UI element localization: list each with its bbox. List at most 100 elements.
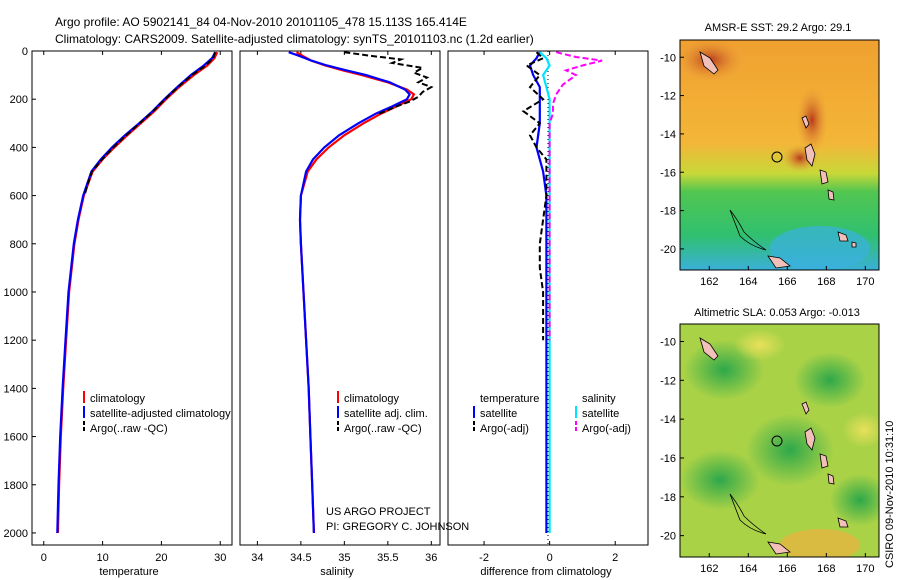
salinity-legend: climatology satellite adj. clim. Argo(..… — [337, 391, 428, 435]
x-tick-label: 34.5 — [290, 552, 311, 564]
x-tick-label: 2 — [612, 552, 618, 564]
header-line-1: Argo profile: AO 5902141_84 04-Nov-2010 … — [55, 15, 467, 29]
argo-location-marker — [771, 151, 783, 163]
latitude-tick-label: -20 — [660, 531, 676, 543]
legend-label-sal-satellite: satellite — [582, 408, 619, 420]
latitude-tick-label: -14 — [660, 129, 676, 141]
x-tick-label: 34 — [251, 552, 263, 564]
y-tick-label: 1200 — [4, 335, 28, 347]
sla-latitude-axis: -10 -12 -14 -16 -18 -20 — [660, 336, 684, 543]
y-tick-label: 800 — [10, 239, 28, 251]
longitude-tick-label: 168 — [817, 276, 835, 288]
series-line-salinity-satellite — [539, 51, 551, 533]
y-tick-label: 0 — [22, 46, 28, 58]
longitude-tick-label: 162 — [700, 276, 718, 288]
x-tick-label: 35 — [338, 552, 350, 564]
difference-legend: temperature salinity satellite Argo(-adj… — [473, 393, 631, 435]
salinity-xlabel: salinity — [320, 566, 354, 578]
series-line-salinity-argo-adj- — [548, 51, 603, 341]
difference-axes-box — [447, 50, 649, 546]
longitude-tick-label: 170 — [856, 563, 874, 575]
sla-patch — [780, 529, 860, 557]
sla-patch — [794, 352, 866, 408]
island-outlines — [699, 337, 849, 555]
salinity-x-axis: 34 34.5 35 35.5 36 — [251, 51, 437, 564]
salinity-series — [288, 51, 434, 534]
latitude-tick-label: -18 — [660, 206, 676, 218]
y-tick-label: 2000 — [4, 528, 28, 540]
longitude-tick-label: 168 — [817, 563, 835, 575]
sla-patch — [734, 329, 786, 361]
pi-label: PI: GREGORY C. JOHNSON — [326, 521, 469, 533]
series-line-satellite-adjusted-climatology — [56, 51, 217, 534]
temperature-x-axis: 0 10 20 30 — [41, 51, 226, 564]
series-line-satellite-adj-clim- — [288, 51, 411, 534]
difference-x-axis: -2 0 2 — [479, 51, 618, 564]
project-label: US ARGO PROJECT — [326, 506, 431, 518]
latitude-tick-label: -10 — [660, 52, 676, 64]
legend-title-salinity: salinity — [582, 393, 616, 405]
y-tick-label: 600 — [10, 191, 28, 203]
temperature-legend: climatology satellite-adjusted climatolo… — [83, 391, 231, 435]
credit-label: CSIRO 09-Nov-2010 10:31:10 — [884, 421, 896, 568]
legend-title-temperature: temperature — [480, 393, 539, 405]
latitude-tick-label: -12 — [660, 91, 676, 103]
salinity-panel: 34 34.5 35 35.5 36 salinity climatology sate… — [239, 50, 469, 578]
temperature-xlabel: temperature — [99, 566, 158, 578]
sla-map-frame — [679, 323, 880, 558]
y-tick-label: 200 — [10, 94, 28, 106]
sla-patch — [680, 450, 760, 510]
legend-label-temp-satellite: satellite — [480, 408, 517, 420]
legend-label-sal-argo: Argo(-adj) — [582, 423, 631, 435]
latitude-tick-label: -20 — [660, 244, 676, 256]
sla-patch — [842, 412, 879, 448]
sla-map-title: Altimetric SLA: 0.053 Argo: -0.013 — [694, 307, 860, 319]
longitude-tick-label: 164 — [739, 276, 757, 288]
argo-location-marker — [771, 435, 783, 447]
latitude-tick-label: -12 — [660, 375, 676, 387]
y-tick-label: 400 — [10, 142, 28, 154]
legend-label-argo: Argo(..raw -QC) — [90, 423, 168, 435]
longitude-tick-label: 170 — [856, 276, 874, 288]
series-line-temperature-argo-adj- — [521, 51, 548, 341]
longitude-tick-label: 166 — [778, 276, 796, 288]
sst-map-frame — [679, 39, 880, 271]
x-tick-label: 20 — [155, 552, 167, 564]
longitude-tick-label: 166 — [778, 563, 796, 575]
sst-warm-patch — [796, 86, 828, 154]
x-tick-label: 35.5 — [377, 552, 398, 564]
legend-label-satellite: satellite adj. clim. — [344, 408, 428, 420]
difference-panel: -2 0 2 difference from climatology tempera… — [447, 50, 649, 578]
latitude-tick-label: -18 — [660, 492, 676, 504]
legend-label-satellite: satellite-adjusted climatology — [90, 408, 231, 420]
sst-map: AMSR-E SST: 29.2 Argo: 29.1 162 164 166 168… — [660, 22, 880, 288]
temperature-panel: 0 200 400 600 800 1000 1200 1400 1600 1800 2000 0 1… — [4, 46, 233, 578]
sla-map: Altimetric SLA: 0.053 Argo: -0.013 — [660, 307, 880, 575]
legend-label-climatology: climatology — [90, 393, 146, 405]
x-tick-label: 10 — [96, 552, 108, 564]
series-line-argo-raw-qc- — [83, 51, 216, 196]
temperature-series — [56, 51, 219, 534]
sst-longitude-axis: 162 164 166 168 170 — [700, 266, 875, 288]
difference-series — [521, 51, 603, 533]
depth-axis: 0 200 400 600 800 1000 1200 1400 1600 1800 2000 — [4, 46, 36, 540]
island-outlines — [699, 51, 857, 269]
latitude-tick-label: -14 — [660, 414, 676, 426]
latitude-tick-label: -16 — [660, 453, 676, 465]
sst-latitude-axis: -10 -12 -14 -16 -18 -20 — [660, 52, 684, 256]
header-line-2: Climatology: CARS2009. Satellite-adjuste… — [55, 32, 534, 46]
temperature-axes-box — [31, 50, 233, 546]
y-tick-label: 1600 — [4, 432, 28, 444]
legend-label-temp-argo: Argo(-adj) — [480, 423, 529, 435]
sla-longitude-axis: 162 164 166 168 170 — [700, 553, 875, 575]
difference-xlabel: difference from climatology — [480, 566, 612, 578]
y-tick-label: 1000 — [4, 287, 28, 299]
series-line-argo-raw-qc- — [344, 51, 434, 115]
x-tick-label: 0 — [547, 552, 553, 564]
x-tick-label: 0 — [41, 552, 47, 564]
latitude-tick-label: -16 — [660, 167, 676, 179]
legend-label-argo: Argo(..raw -QC) — [344, 423, 422, 435]
x-tick-label: 36 — [425, 552, 437, 564]
x-tick-label: -2 — [479, 552, 489, 564]
